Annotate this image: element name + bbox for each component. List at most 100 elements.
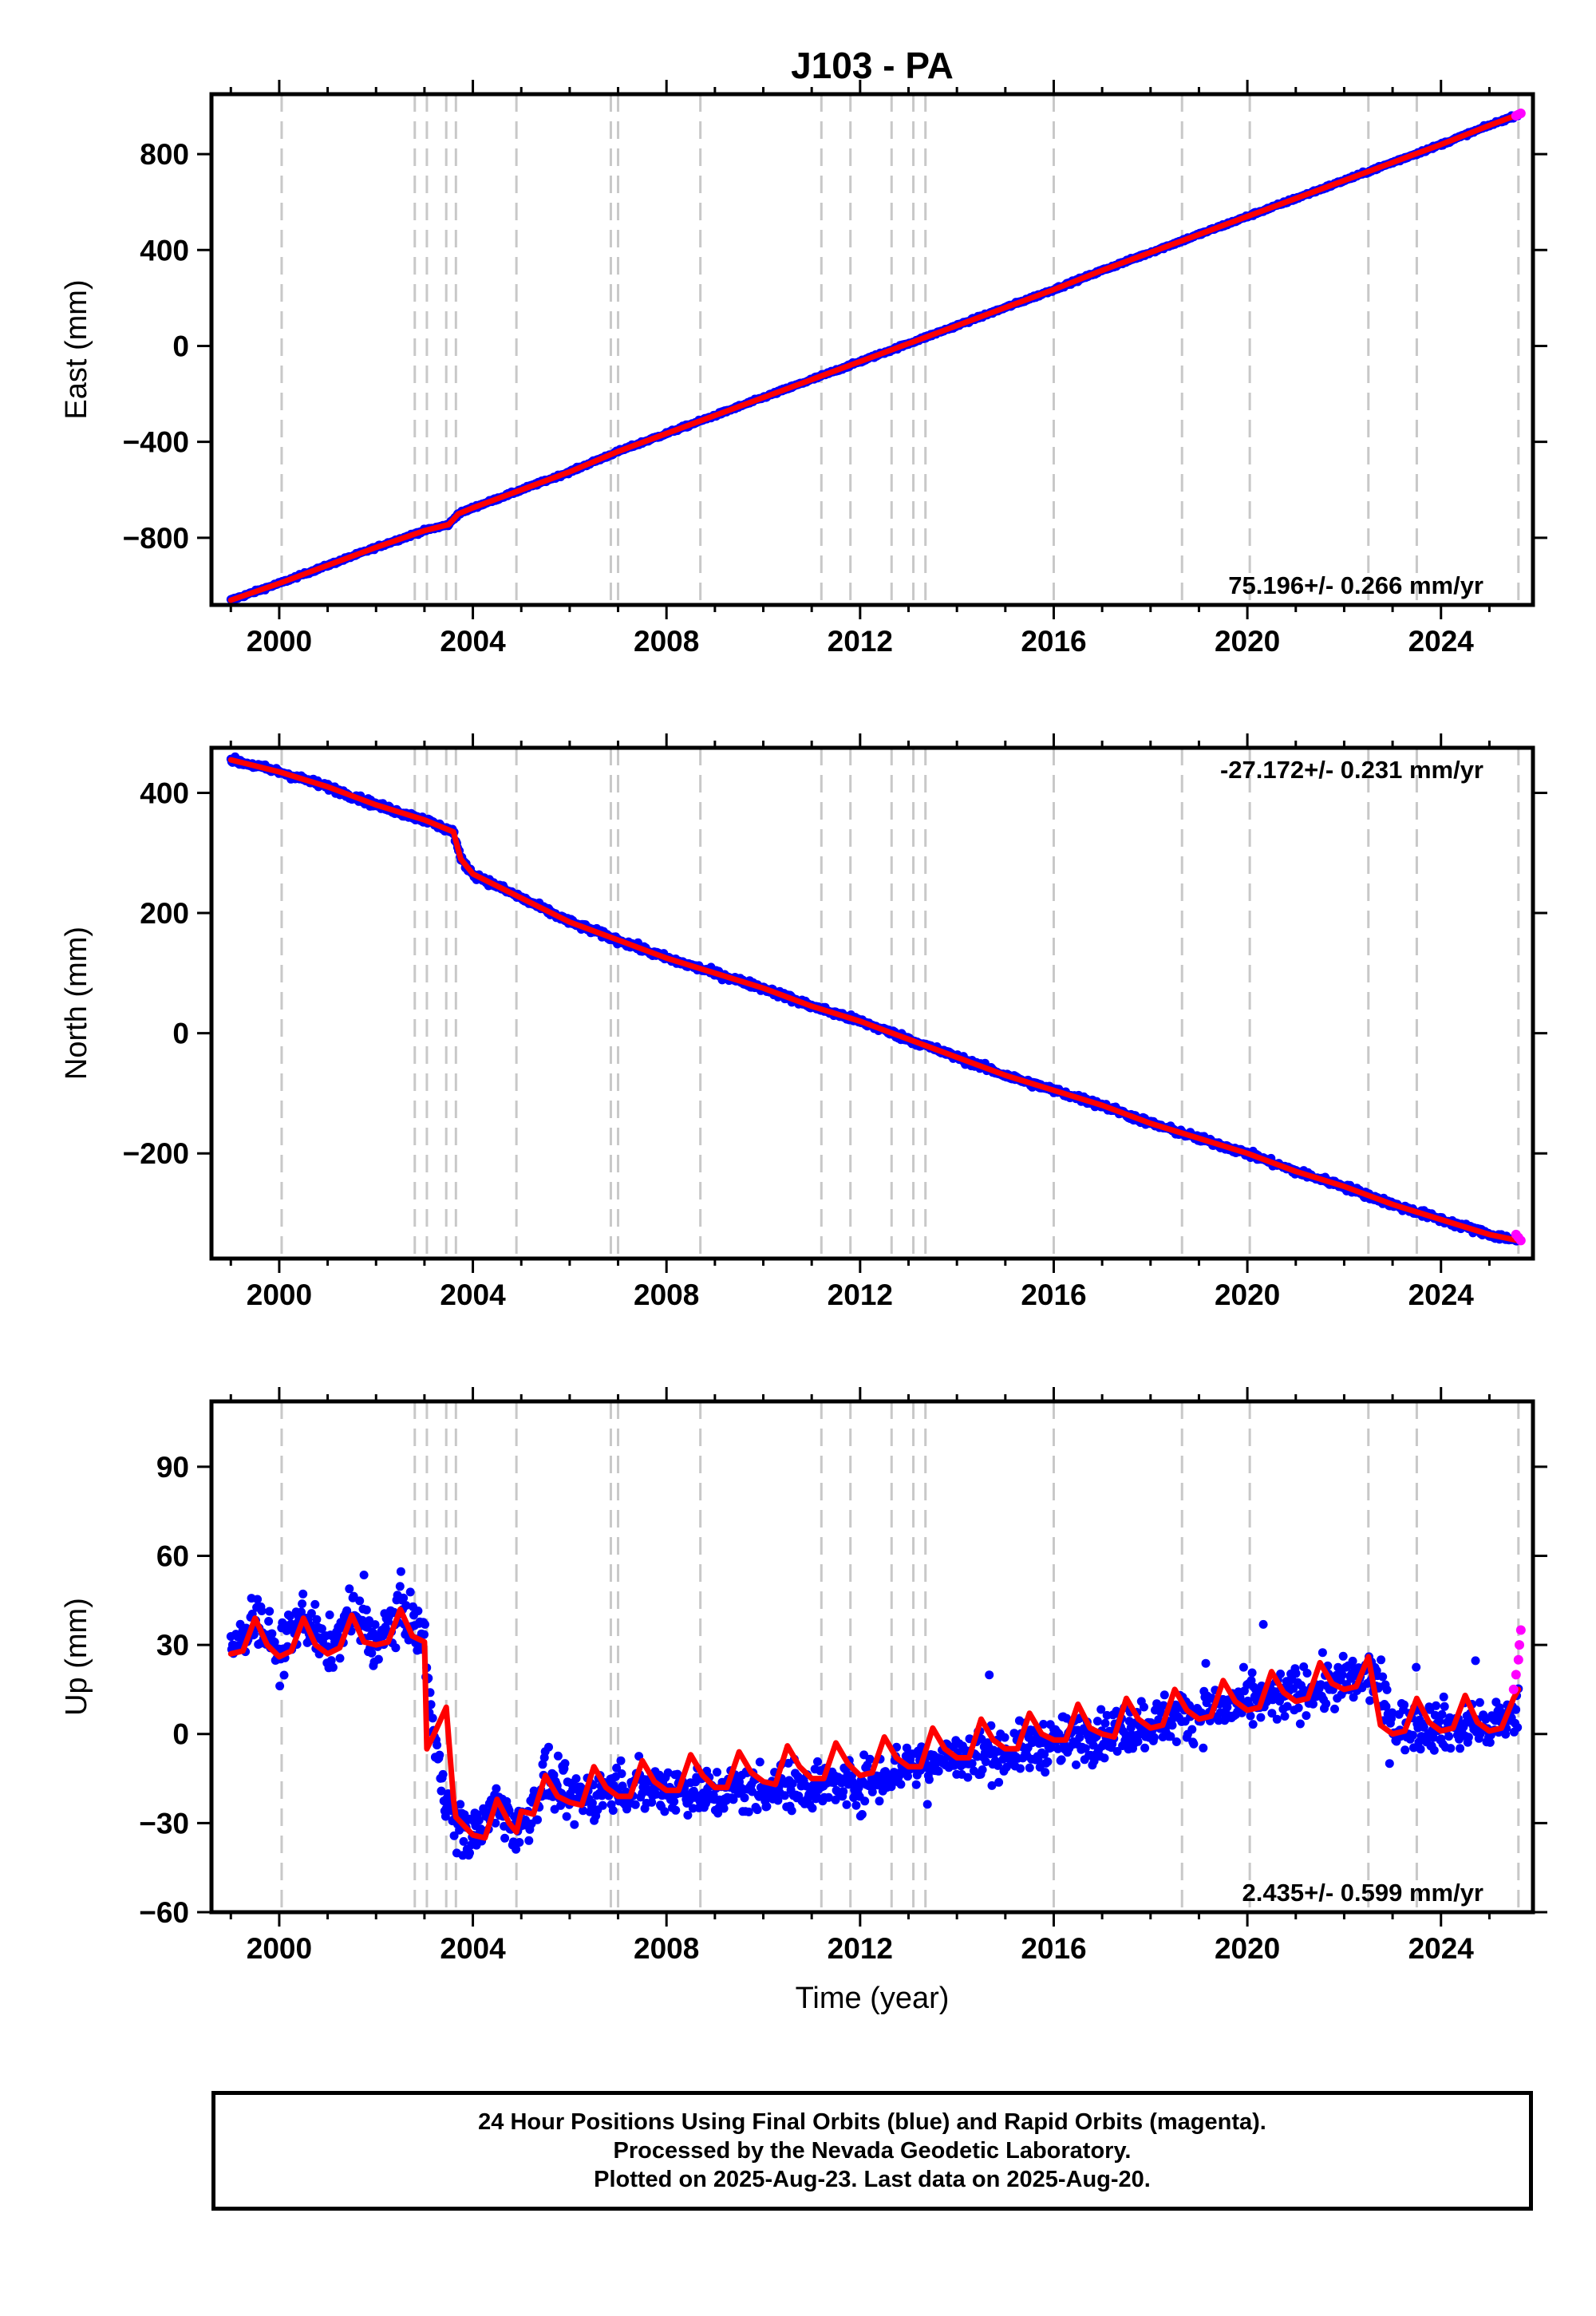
final-orbit-point [1382, 1685, 1392, 1694]
final-orbit-point [413, 1607, 423, 1615]
rapid-orbit-point [1515, 1625, 1526, 1635]
final-orbit-point [1381, 1701, 1391, 1711]
y-tick-label: −200 [123, 1137, 189, 1170]
final-orbit-point [399, 1593, 409, 1603]
final-orbit-point [963, 1773, 973, 1782]
final-orbit-point [438, 1769, 448, 1779]
rapid-orbit-point [1515, 1640, 1525, 1650]
final-orbit-point [1412, 1662, 1421, 1672]
chart-title: J103 - PA [791, 45, 954, 86]
final-orbit-point [1041, 1768, 1050, 1777]
final-orbit-point [455, 1825, 464, 1835]
final-orbit-point [579, 1806, 588, 1816]
final-orbit-point [903, 1772, 912, 1781]
final-orbit-point [1016, 1764, 1025, 1773]
final-orbit-point [851, 1800, 861, 1810]
final-orbit-point [1033, 1756, 1043, 1765]
final-orbit-point [1348, 1656, 1357, 1666]
final-orbit-point [538, 1760, 547, 1769]
final-orbit-point [440, 1812, 450, 1821]
final-orbit-point [345, 1584, 354, 1594]
final-orbit-point [683, 1811, 693, 1820]
final-orbit-point [335, 1654, 345, 1663]
y-tick-label: 400 [140, 777, 189, 809]
final-orbit-point [515, 1838, 524, 1847]
final-orbit-point [282, 1626, 291, 1635]
final-orbit-point [1280, 1712, 1290, 1721]
final-orbit-point [630, 1800, 640, 1809]
final-orbit-point [1456, 1744, 1465, 1753]
final-orbit-point [1247, 1668, 1257, 1678]
final-orbit-point [1349, 1693, 1358, 1702]
final-orbit-point [325, 1611, 334, 1619]
final-orbit-point [867, 1787, 877, 1796]
final-orbit-point [264, 1617, 274, 1626]
final-orbit-point [359, 1571, 369, 1579]
final-orbit-point [788, 1779, 797, 1788]
final-orbit-point [1201, 1658, 1211, 1668]
y-tick-label: −800 [123, 522, 189, 555]
final-orbit-point [1385, 1759, 1394, 1769]
final-orbit-point [426, 1700, 436, 1709]
y-tick-label: 0 [172, 1718, 189, 1751]
final-orbit-point [257, 1607, 267, 1615]
final-orbit-point [950, 1761, 959, 1770]
final-orbit-point [1302, 1669, 1312, 1678]
rapid-orbit-point [1513, 1654, 1523, 1665]
final-orbit-point [598, 1800, 607, 1810]
final-orbit-point [1149, 1733, 1159, 1742]
x-tick-label: 2008 [634, 1932, 699, 1965]
x-tick-label: 2016 [1021, 1932, 1086, 1965]
final-orbit-point [297, 1607, 306, 1617]
final-orbit-point [616, 1756, 626, 1765]
final-orbit-point [1471, 1656, 1480, 1666]
footer-line-2: Processed by the Nevada Geodetic Laborat… [613, 2138, 1132, 2164]
final-orbit-point [1238, 1662, 1248, 1672]
final-orbit-point [1408, 1730, 1417, 1740]
final-orbit-point [1437, 1709, 1447, 1719]
final-orbit-point [753, 1805, 762, 1815]
final-orbit-point [1167, 1721, 1177, 1730]
final-orbit-point [1330, 1704, 1339, 1713]
final-orbit-point [1046, 1743, 1056, 1753]
final-orbit-point [306, 1609, 316, 1618]
model-fit-line [227, 112, 1522, 603]
final-orbit-point [465, 1848, 474, 1858]
final-orbit-point [1388, 1708, 1397, 1717]
final-orbit-point [647, 1797, 657, 1807]
final-orbit-point [1378, 1672, 1388, 1682]
final-orbit-point [994, 1761, 1002, 1770]
final-orbit-point [1302, 1711, 1311, 1721]
final-orbit-point [270, 1638, 279, 1647]
final-orbit-point [524, 1836, 534, 1845]
final-orbit-point [612, 1763, 622, 1773]
final-orbit-point [1416, 1745, 1425, 1754]
final-orbit-point [312, 1614, 322, 1624]
y-tick-label: 60 [156, 1539, 189, 1572]
final-orbit-point [396, 1567, 405, 1576]
final-orbit-point [267, 1629, 277, 1638]
final-orbit-point [571, 1774, 581, 1784]
final-orbit-point [435, 1750, 444, 1760]
final-orbit-point [474, 1816, 484, 1825]
final-orbit-point [1140, 1702, 1148, 1712]
final-orbit-point [1295, 1719, 1305, 1729]
final-orbit-point [1267, 1709, 1277, 1718]
rate-label: -27.172+/- 0.231 mm/yr [1220, 756, 1483, 784]
y-axis-label: North (mm) [60, 927, 93, 1080]
x-tick-label: 2008 [634, 1279, 699, 1311]
east-panel: 2000 2004 2008 2012 2016 2020 2024−800−4000400… [60, 80, 1547, 658]
final-orbit-point [1439, 1692, 1448, 1701]
final-orbit-point [755, 1757, 764, 1767]
final-orbit-point [1075, 1733, 1084, 1742]
final-orbit-point [1057, 1755, 1066, 1765]
final-orbit-point [562, 1812, 571, 1821]
plot-frame [209, 92, 1535, 607]
final-orbit-point [813, 1757, 822, 1766]
final-orbit-point [456, 1800, 465, 1809]
final-orbit-point [857, 1810, 867, 1819]
final-orbit-point [673, 1769, 682, 1779]
final-orbit-point [373, 1654, 383, 1664]
final-orbit-point [421, 1619, 429, 1629]
final-orbit-point [1430, 1710, 1440, 1720]
